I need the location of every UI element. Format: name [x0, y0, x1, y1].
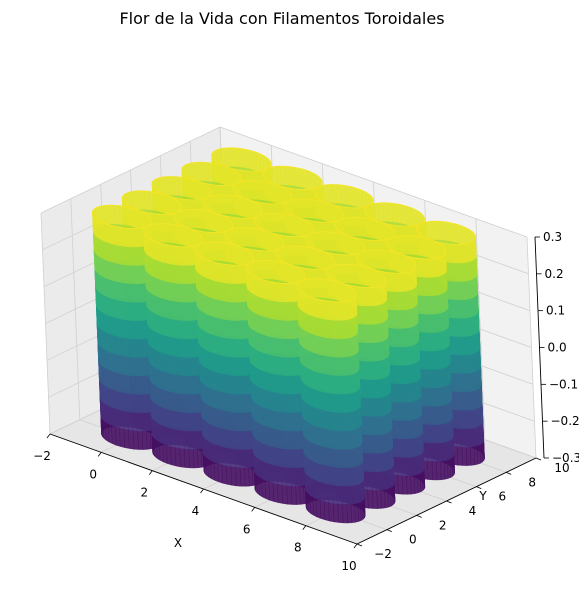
tube-rim	[211, 147, 272, 172]
grid-line-z	[40, 126, 528, 238]
tube-rim	[181, 161, 242, 187]
tube-surfaces	[91, 147, 485, 524]
